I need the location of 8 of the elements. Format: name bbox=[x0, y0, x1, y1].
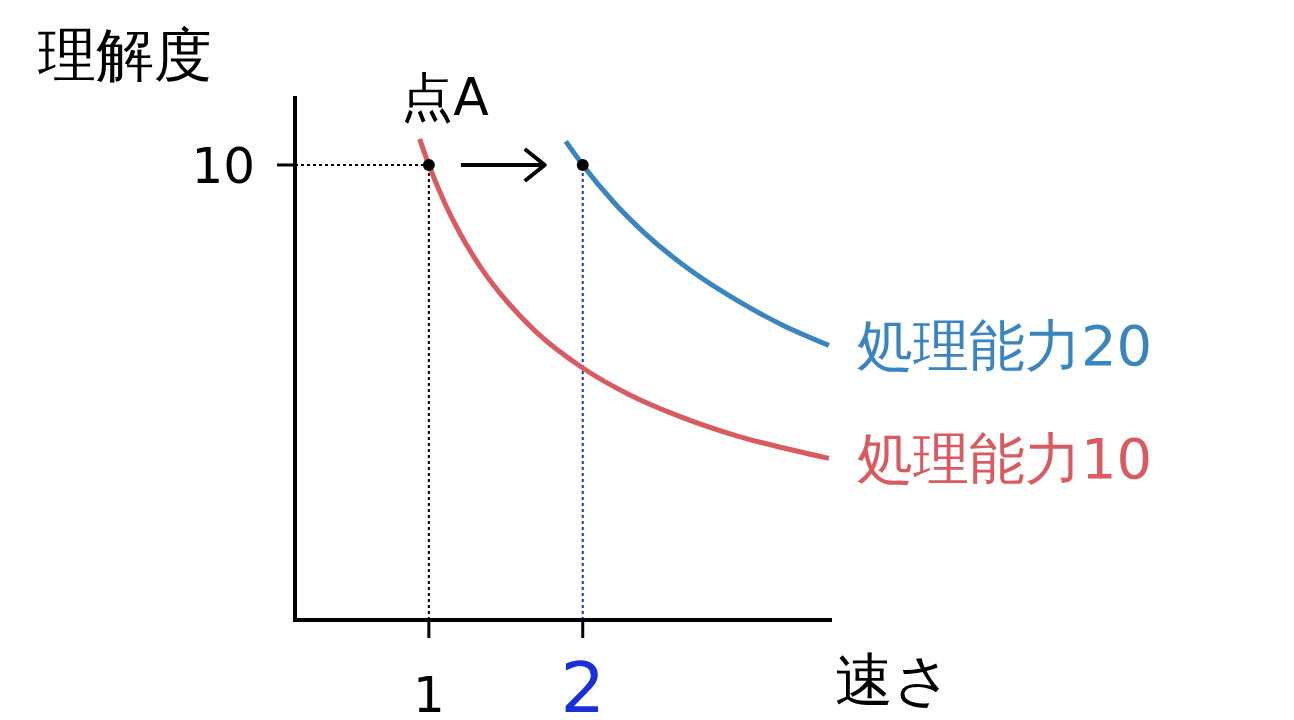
x-tick-label: 2 bbox=[560, 647, 606, 720]
y-axis-title: 理解度 bbox=[38, 21, 212, 89]
series-label: 処理能力10 bbox=[856, 426, 1153, 492]
annotation: 点A bbox=[401, 66, 490, 127]
x-axis-title: 速さ bbox=[835, 646, 952, 714]
text: 10 bbox=[191, 136, 255, 195]
series-label: 処理能力20 bbox=[856, 313, 1153, 379]
x-tick-label: 1 bbox=[412, 666, 445, 720]
